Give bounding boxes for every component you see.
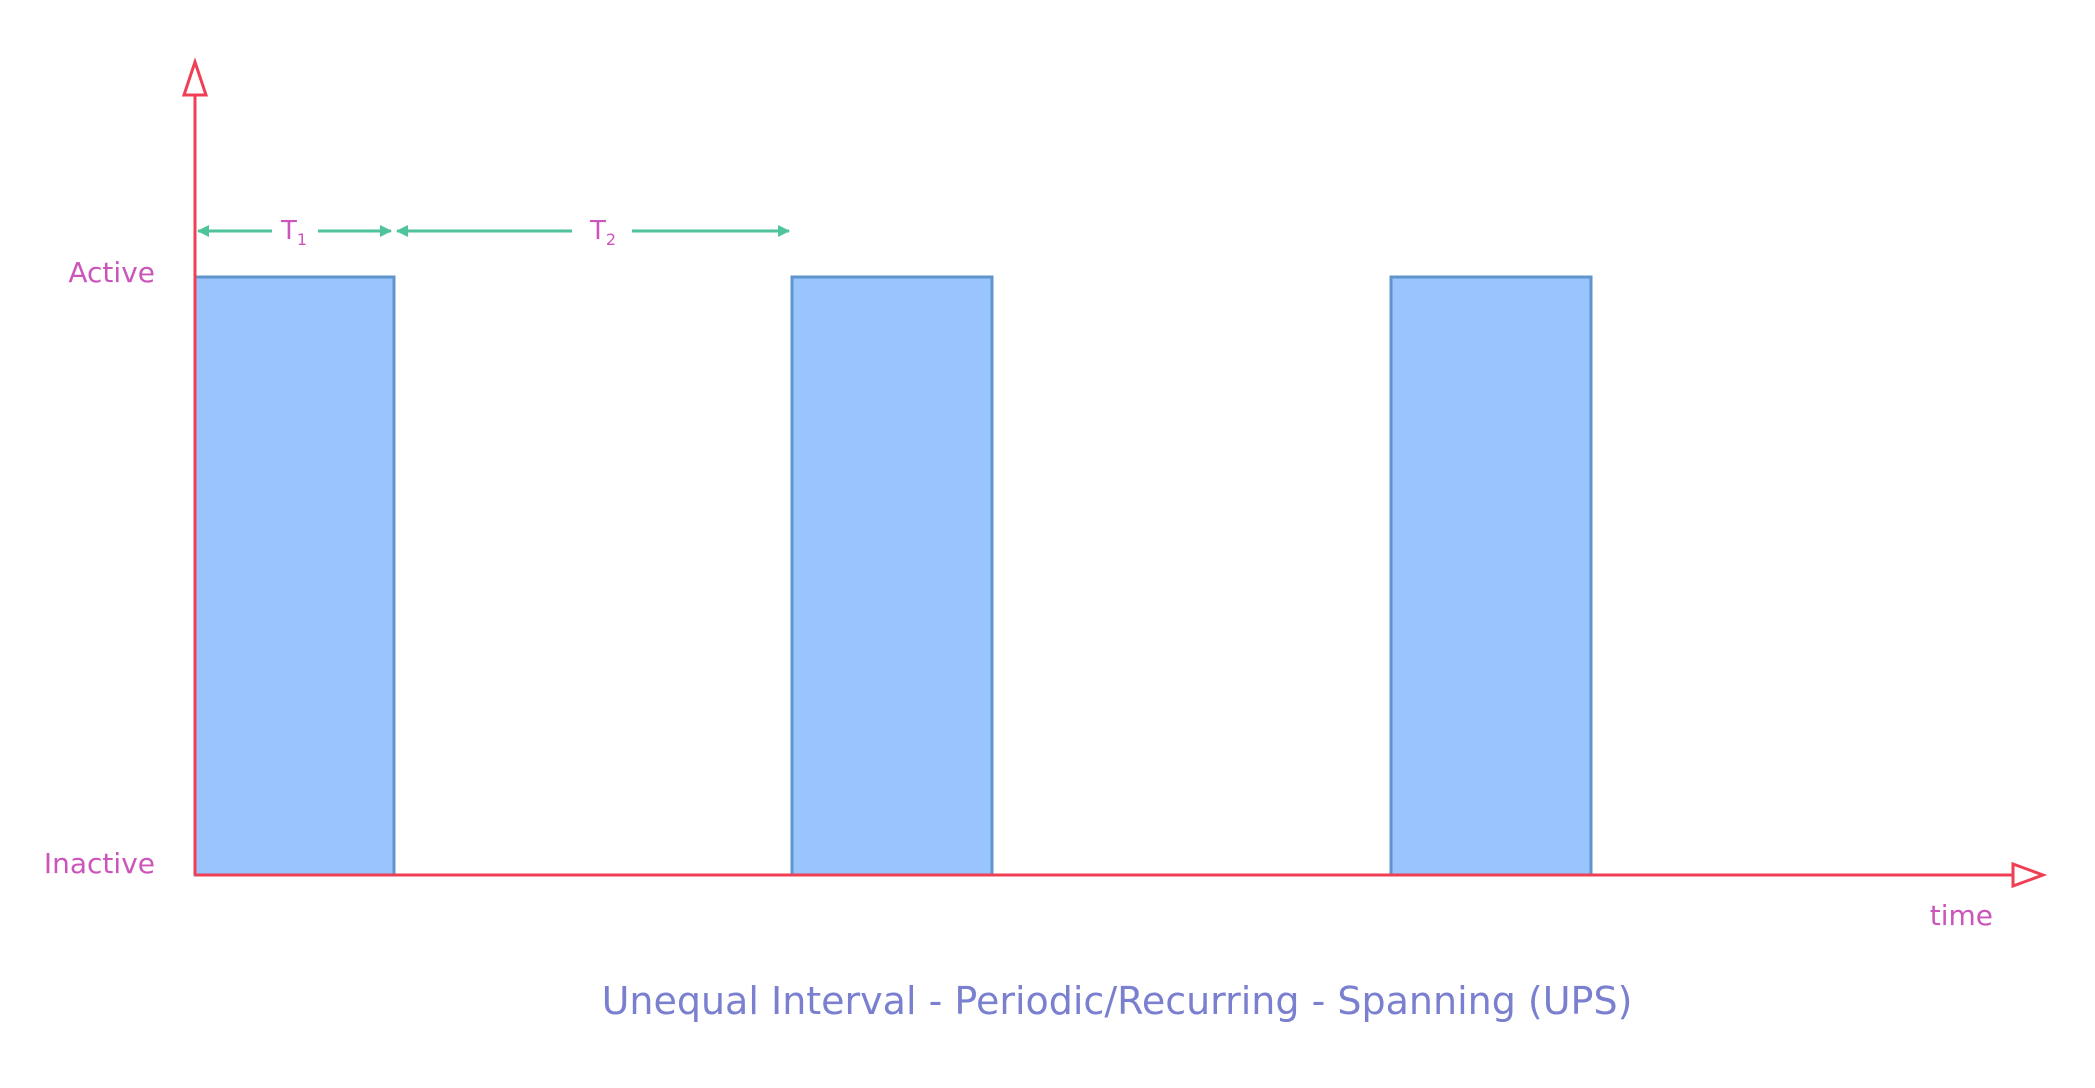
x-axis-arrowhead <box>2011 861 2048 889</box>
pulse-2 <box>790 275 994 877</box>
interval-t2-label: T2 <box>589 216 616 249</box>
interval-t2: T2 <box>396 216 790 249</box>
diagram-caption: Unequal Interval - Periodic/Recurring - … <box>602 979 1633 1023</box>
interval-t1: T1 <box>197 216 392 249</box>
pulse-1 <box>193 275 396 877</box>
x-axis-label: time <box>1930 899 1993 932</box>
interval-t1-label: T1 <box>280 216 307 249</box>
y-label-inactive: Inactive <box>44 847 155 880</box>
y-label-active: Active <box>68 256 155 289</box>
interval-t2-subscript: 2 <box>606 230 616 249</box>
interval-t1-subscript: 1 <box>297 230 307 249</box>
y-axis-arrowhead <box>181 57 209 97</box>
pulse-3 <box>1389 275 1593 877</box>
